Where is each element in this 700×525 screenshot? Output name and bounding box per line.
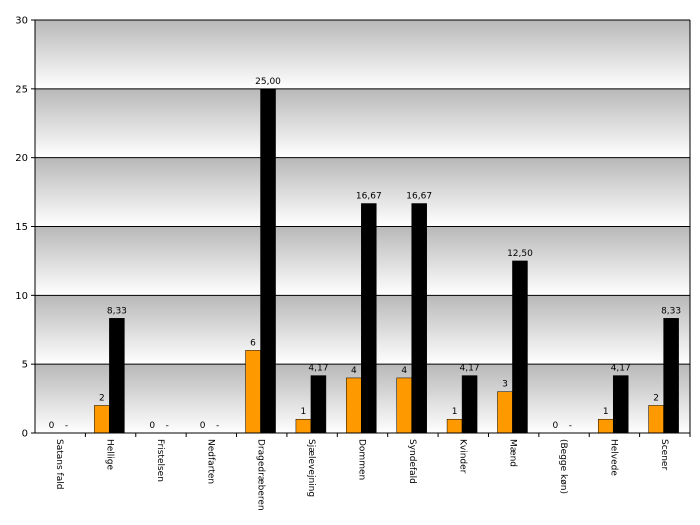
value-label: 3 <box>502 380 508 390</box>
bar <box>396 377 412 434</box>
x-tick-label: Hellige <box>105 439 115 471</box>
plot-band <box>35 20 690 89</box>
y-tick-label: 10 <box>15 291 28 302</box>
value-label: 4 <box>401 366 407 376</box>
x-tick-label: Mænd <box>508 439 518 467</box>
x-tick-label: Nedfarten <box>205 439 215 484</box>
bar <box>461 375 478 434</box>
y-tick-label: 0 <box>22 429 28 440</box>
y-tick-label: 25 <box>15 84 28 95</box>
value-label: 8,33 <box>107 306 127 316</box>
value-label: - <box>65 421 68 431</box>
x-tick-label: Syndefald <box>407 439 417 484</box>
bar <box>310 375 327 434</box>
value-label: - <box>216 421 219 431</box>
value-label: 8,33 <box>661 306 681 316</box>
value-label: 4,17 <box>308 364 328 374</box>
value-label: 16,67 <box>356 192 382 202</box>
value-label: - <box>569 421 572 431</box>
bar <box>260 88 276 434</box>
x-tick-label: Dragedræberen <box>256 439 266 511</box>
bar <box>648 405 664 434</box>
y-tick-label: 15 <box>15 222 28 233</box>
x-tick-label: Satans fald <box>54 439 64 489</box>
value-label: 16,67 <box>406 192 432 202</box>
value-label: 1 <box>301 407 307 417</box>
bar <box>512 260 528 434</box>
x-tick-label: Fristelsen <box>155 439 165 482</box>
x-tick-label: Sjælevejning <box>306 439 316 497</box>
x-tick-label: Helvede <box>608 439 618 476</box>
bar <box>361 203 377 434</box>
value-label: - <box>166 421 169 431</box>
plot-band <box>35 88 690 158</box>
bar <box>346 377 362 434</box>
x-tick-label: Scener <box>659 439 669 470</box>
y-tick-label: 20 <box>15 153 28 164</box>
x-tick-label: Kvinder <box>457 439 467 474</box>
value-label: 0 <box>200 421 206 431</box>
value-label: 25,00 <box>255 77 281 87</box>
value-label: 0 <box>49 421 55 431</box>
value-label: 1 <box>452 407 458 417</box>
value-label: 4,17 <box>611 364 631 374</box>
bar <box>411 203 427 434</box>
value-label: 4 <box>351 366 357 376</box>
value-label: 0 <box>149 421 155 431</box>
bar <box>109 318 125 434</box>
bar <box>94 405 110 434</box>
value-label: 0 <box>552 421 558 431</box>
bar <box>497 391 513 434</box>
bar <box>446 418 463 434</box>
bar <box>295 418 312 434</box>
x-tick-label: (Begge køn) <box>558 439 568 494</box>
value-label: 12,50 <box>507 249 533 259</box>
value-label: 6 <box>250 338 256 348</box>
bar <box>597 418 614 434</box>
y-tick-label: 30 <box>15 16 28 27</box>
y-tick-label: 5 <box>22 360 28 371</box>
value-label: 2 <box>653 393 659 403</box>
value-label: 4,17 <box>460 364 480 374</box>
bar <box>663 318 679 434</box>
x-tick-label: Dommen <box>357 439 367 480</box>
bar <box>245 350 261 434</box>
value-label: 2 <box>99 393 105 403</box>
value-label: 1 <box>603 407 609 417</box>
bar <box>612 375 629 434</box>
